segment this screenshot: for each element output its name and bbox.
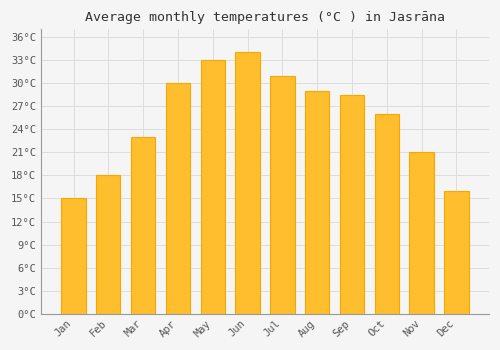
Bar [200, 60, 225, 314]
Bar [374, 114, 399, 314]
Bar [96, 175, 120, 314]
Bar [444, 191, 468, 314]
Bar [340, 95, 364, 314]
Bar [131, 137, 156, 314]
Bar [410, 152, 434, 314]
Bar [166, 83, 190, 314]
Bar [305, 91, 330, 314]
Bar [236, 52, 260, 314]
Bar [62, 198, 86, 314]
Title: Average monthly temperatures (°C ) in Jasrāna: Average monthly temperatures (°C ) in Ja… [85, 11, 445, 24]
Bar [270, 76, 294, 314]
